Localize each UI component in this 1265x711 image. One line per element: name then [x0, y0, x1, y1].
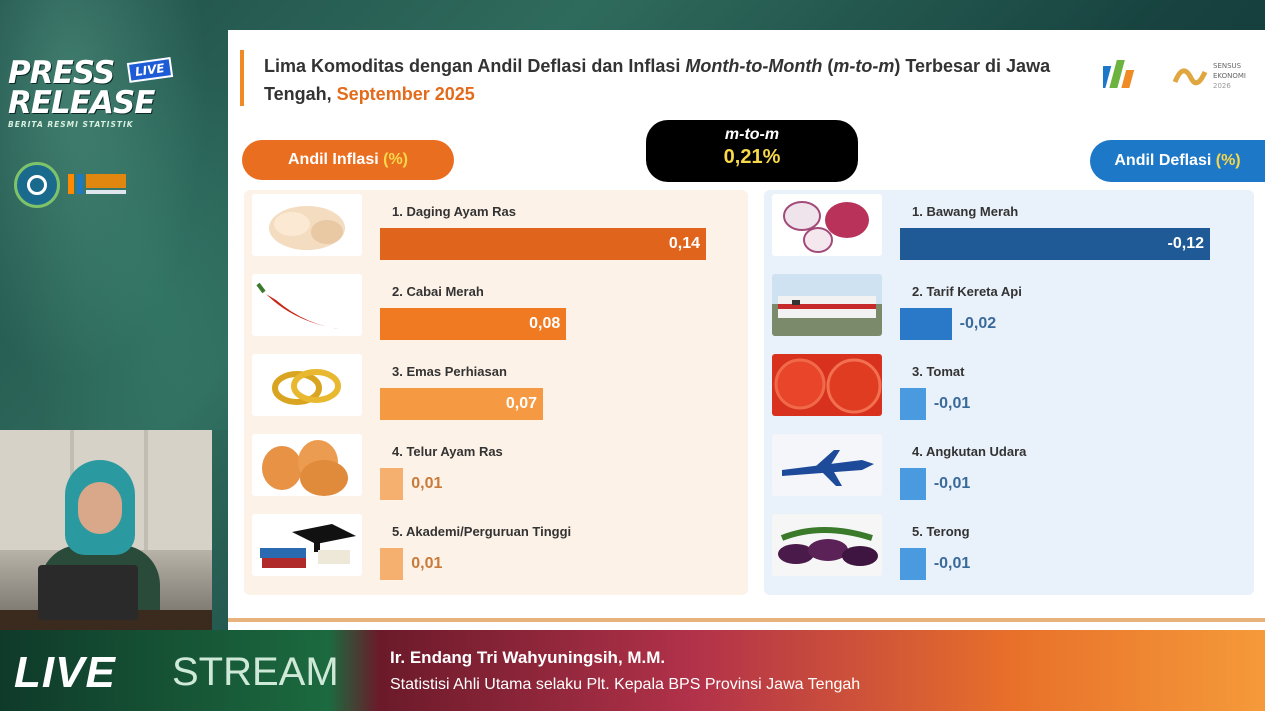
- deflasi-item-label: 3. Tomat: [912, 364, 965, 379]
- deflasi-value-label: -0,01: [933, 395, 971, 412]
- inflasi-row: 2. Cabai Merah 0,08: [252, 270, 740, 342]
- bps-sensus-logo-icon: SENSUS EKONOMI 2026: [1103, 60, 1246, 90]
- inflasi-item-label: 3. Emas Perhiasan: [392, 364, 507, 379]
- inflasi-value-label: 0,01: [411, 555, 443, 572]
- inflasi-value-label: 0,08: [529, 315, 561, 332]
- deflasi-bar: [900, 468, 926, 500]
- inflasi-item-label: 5. Akademi/Perguruan Tinggi: [392, 524, 572, 539]
- inflasi-value-label: 0,01: [411, 475, 443, 492]
- inflasi-row: 4. Telur Ayam Ras 0,01: [252, 430, 740, 502]
- inflasi-row: 1. Daging Ayam Ras 0,14: [252, 190, 740, 262]
- inflasi-bar: [380, 468, 404, 500]
- svg-text:SENSUS: SENSUS: [1213, 62, 1242, 70]
- period: September 2025: [336, 84, 475, 104]
- brs-subtitle: BERITA RESMI STATISTIK: [8, 120, 134, 129]
- deflasi-item-image: [772, 194, 882, 256]
- live-label: LIVE: [14, 648, 116, 697]
- lower-third: LIVE STREAM Ir. Endang Tri Wahyuningsih,…: [0, 630, 1265, 711]
- inflasi-panel: 1. Daging Ayam Ras 0,14 2. Cabai Merah 0,08…: [244, 190, 748, 595]
- deflasi-header: Andil Deflasi (%): [1090, 140, 1265, 182]
- deflasi-bar: [900, 388, 926, 420]
- mtm-label: m-to-m: [724, 126, 780, 143]
- deflasi-value-label: -0,12: [1167, 235, 1204, 252]
- inflasi-header: Andil Inflasi (%): [242, 140, 454, 180]
- mtm-box: m-to-m 0,21%: [646, 120, 858, 182]
- deflasi-item-label: 4. Angkutan Udara: [912, 444, 1027, 459]
- deflasi-value-label: -0,01: [933, 475, 971, 492]
- title-accent: [240, 50, 244, 106]
- inflasi-item-image: [252, 434, 362, 496]
- inflasi-bar: [380, 548, 404, 580]
- inflasi-item-image: [252, 194, 362, 256]
- deflasi-item-label: 1. Bawang Merah: [912, 204, 1019, 219]
- inflasi-value-label: 0,07: [505, 395, 537, 412]
- speaker-role: Statistisi Ahli Utama selaku Plt. Kepala…: [390, 676, 861, 693]
- slide-title: Lima Komoditas dengan Andil Deflasi dan …: [264, 56, 1051, 104]
- deflasi-row: 4. Angkutan Udara -0,01: [772, 430, 1246, 502]
- deflasi-panel: 1. Bawang Merah -0,12 2. Tarif Kereta Api -…: [764, 190, 1254, 595]
- deflasi-row: 3. Tomat -0,01: [772, 350, 1246, 422]
- press-release-logo: PRESS RELEASE LIVE BERITA RESMI STATISTI…: [8, 55, 218, 129]
- svg-text:2026: 2026: [1213, 82, 1231, 90]
- inflasi-item-image: [252, 274, 362, 336]
- inflasi-item-label: 1. Daging Ayam Ras: [392, 204, 517, 219]
- deflasi-bar: [900, 548, 926, 580]
- deflasi-item-image: [772, 514, 882, 576]
- mtm-value: 0,21%: [723, 146, 781, 168]
- inflasi-row: 5. Akademi/Perguruan Tinggi 0,01: [252, 510, 740, 582]
- stream-label: STREAM: [172, 650, 339, 694]
- speaker-name: Ir. Endang Tri Wahyuningsih, M.M.: [390, 648, 666, 667]
- deflasi-bar: [900, 228, 1210, 260]
- deflasi-value-label: -0,02: [959, 315, 997, 332]
- presentation-slide: Lima Komoditas dengan Andil Deflasi dan …: [228, 30, 1265, 630]
- deflasi-value-label: -0,01: [933, 555, 971, 572]
- inflasi-item-label: 4. Telur Ayam Ras: [392, 444, 503, 459]
- deflasi-item-label: 5. Terong: [912, 524, 970, 539]
- inflasi-item-image: [252, 354, 362, 416]
- inflasi-item-label: 2. Cabai Merah: [392, 284, 484, 299]
- deflasi-item-image: [772, 354, 882, 416]
- deflasi-bar: [900, 308, 952, 340]
- background-waves: [0, 0, 230, 430]
- inflasi-bar: [380, 388, 543, 420]
- inflasi-item-image: [252, 514, 362, 576]
- speaker-webcam: [0, 430, 212, 630]
- slide-divider: [228, 618, 1265, 622]
- deflasi-item-image: [772, 274, 882, 336]
- inflasi-row: 3. Emas Perhiasan 0,07: [252, 350, 740, 422]
- inflasi-bar: [380, 308, 567, 340]
- release-text: RELEASE: [8, 85, 155, 121]
- inflasi-value-label: 0,14: [668, 235, 700, 252]
- agency-badge-icon: [14, 162, 60, 208]
- inflasi-bar: [380, 228, 706, 260]
- partner-logo-icon: [68, 174, 126, 194]
- deflasi-item-image: [772, 434, 882, 496]
- deflasi-row: 2. Tarif Kereta Api -0,02: [772, 270, 1246, 342]
- deflasi-row: 1. Bawang Merah -0,12: [772, 190, 1246, 262]
- laptop-icon: [38, 565, 138, 620]
- badges: [14, 162, 158, 208]
- deflasi-item-label: 2. Tarif Kereta Api: [912, 284, 1022, 299]
- deflasi-row: 5. Terong -0,01: [772, 510, 1246, 582]
- svg-text:EKONOMI: EKONOMI: [1213, 72, 1246, 80]
- press-text: PRESS: [8, 55, 115, 91]
